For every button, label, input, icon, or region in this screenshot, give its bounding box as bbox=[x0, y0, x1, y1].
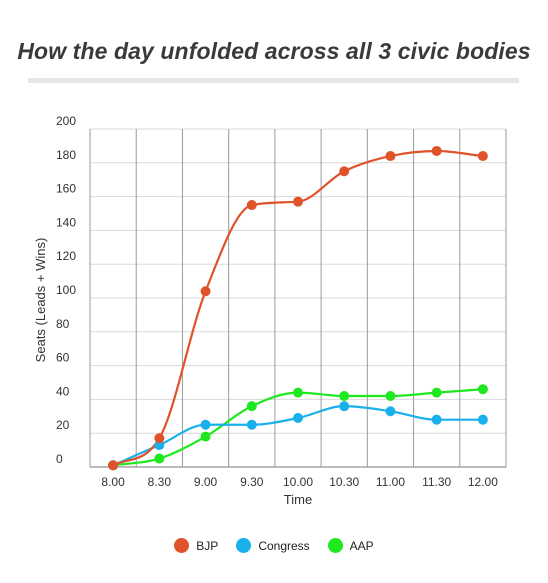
grid bbox=[89, 128, 507, 468]
legend-item-aap: AAP bbox=[327, 538, 374, 553]
legend-label: Congress bbox=[258, 538, 310, 553]
x-axis-title: Time bbox=[284, 492, 312, 507]
x-tick-label: 8.00 bbox=[101, 475, 125, 489]
y-tick-label: 20 bbox=[56, 418, 70, 432]
legend-item-congress: Congress bbox=[236, 538, 310, 553]
x-tick-label: 11.30 bbox=[422, 475, 451, 489]
data-point-aap bbox=[477, 384, 488, 395]
data-point-aap bbox=[200, 431, 211, 442]
data-point-congress bbox=[246, 419, 257, 430]
x-tick-label: 10.00 bbox=[283, 475, 313, 489]
y-tick-label: 120 bbox=[56, 249, 76, 263]
legend: BJP Congress AAP bbox=[0, 538, 548, 553]
data-point-bjp bbox=[431, 145, 442, 156]
data-point-bjp bbox=[385, 151, 396, 162]
y-tick-label: 60 bbox=[56, 351, 70, 365]
data-point-aap bbox=[293, 387, 303, 398]
y-tick-label: 0 bbox=[56, 452, 63, 466]
data-point-bjp bbox=[246, 200, 257, 211]
data-point-congress bbox=[200, 419, 211, 430]
x-tick-label: 8.30 bbox=[148, 475, 172, 489]
data-point-bjp bbox=[200, 286, 211, 297]
data-point-bjp bbox=[154, 433, 165, 444]
legend-item-bjp: BJP bbox=[174, 538, 218, 553]
data-point-bjp bbox=[108, 460, 119, 471]
y-axis-title: Seats (Leads + Wins) bbox=[33, 238, 48, 363]
data-point-aap bbox=[246, 401, 257, 412]
data-point-congress bbox=[385, 406, 396, 417]
data-point-congress bbox=[477, 414, 488, 425]
data-point-aap bbox=[339, 391, 350, 402]
data-point-bjp bbox=[293, 196, 303, 207]
series-line-aap bbox=[112, 388, 483, 467]
title-divider bbox=[28, 78, 519, 83]
data-point-bjp bbox=[477, 151, 488, 162]
x-tick-label: 12.00 bbox=[468, 475, 498, 489]
y-tick-label: 140 bbox=[56, 215, 76, 229]
data-point-congress bbox=[431, 414, 442, 425]
y-tick-label: 200 bbox=[56, 114, 76, 128]
x-tick-label: 10.30 bbox=[329, 475, 359, 489]
data-point-aap bbox=[154, 453, 165, 464]
y-tick-label: 100 bbox=[56, 283, 76, 297]
legend-swatch bbox=[236, 538, 252, 553]
x-tick-label: 9.30 bbox=[240, 475, 264, 489]
legend-swatch bbox=[174, 538, 190, 553]
series-line-bjp bbox=[112, 149, 484, 467]
x-tick-label: 9.00 bbox=[194, 475, 218, 489]
legend-swatch bbox=[327, 538, 343, 553]
data-point-aap bbox=[385, 391, 396, 402]
legend-label: BJP bbox=[196, 538, 219, 553]
y-tick-label: 180 bbox=[56, 148, 76, 162]
data-point-aap bbox=[431, 387, 442, 398]
legend-label: AAP bbox=[349, 538, 374, 553]
y-tick-label: 80 bbox=[56, 317, 70, 331]
y-tick-label: 160 bbox=[56, 182, 76, 196]
x-tick-labels: 8.00 8.30 9.00 9.30 10.00 10.30 11.00 11.30 12.0… bbox=[101, 475, 498, 489]
x-tick-label: 11.00 bbox=[376, 475, 405, 489]
data-point-bjp bbox=[339, 166, 350, 177]
series-points bbox=[108, 145, 488, 471]
chart-title: How the day unfolded across all 3 civic … bbox=[17, 38, 531, 64]
data-point-congress bbox=[339, 401, 350, 412]
data-point-congress bbox=[293, 412, 303, 423]
y-tick-labels: 0 20 40 60 80 100 120 140 160 180 200 bbox=[56, 114, 76, 466]
y-tick-label: 40 bbox=[56, 384, 70, 398]
